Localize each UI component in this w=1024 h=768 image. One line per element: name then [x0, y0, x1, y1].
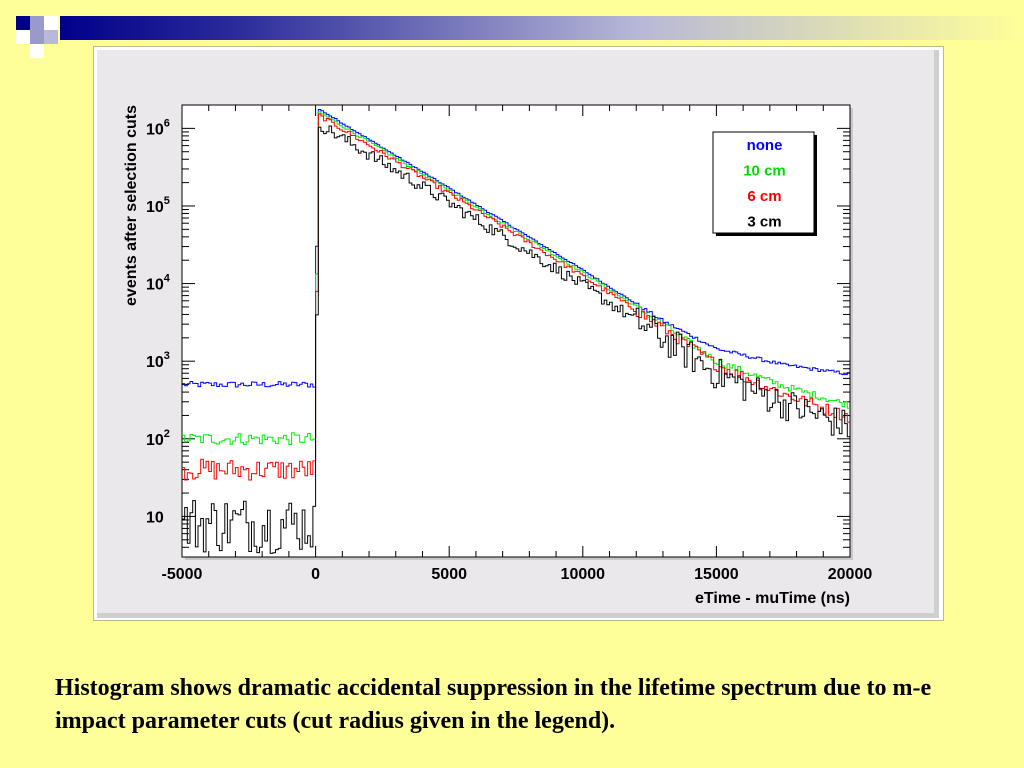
series-line-none: [182, 109, 850, 388]
header-gradient-bar: [60, 16, 1024, 40]
deco-square-light: [30, 16, 44, 30]
series-line-3-cm: [182, 125, 850, 554]
deco-square-light: [30, 44, 44, 58]
series-line-10-cm: [182, 111, 850, 445]
y-tick-exponent: 2: [164, 428, 170, 440]
x-tick-label: 0: [311, 566, 320, 583]
deco-square-light: [16, 30, 30, 44]
y-tick-exponent: 6: [164, 117, 170, 129]
x-tick-label: 5000: [431, 566, 467, 583]
y-tick-label: 103: [146, 350, 170, 371]
legend-box: [712, 131, 815, 234]
y-tick-label: 106: [146, 117, 170, 138]
deco-square-light: [30, 30, 44, 44]
legend-entry: 10 cm: [743, 163, 786, 180]
deco-square-light: [44, 30, 58, 44]
slide-caption: Histogram shows dramatic accidental supp…: [55, 675, 932, 734]
y-tick-exponent: 5: [164, 195, 170, 207]
y-tick-exponent: 4: [164, 273, 171, 285]
x-tick-label: 20000: [828, 566, 873, 583]
y-tick-exponent: 3: [164, 350, 170, 362]
y-tick-label: 102: [146, 428, 170, 449]
deco-square-dark: [16, 16, 30, 30]
y-tick-label: 105: [146, 195, 170, 216]
legend-entry: none: [747, 137, 783, 154]
y-tick-label: 104: [146, 273, 171, 294]
y-tick-label: 10: [146, 509, 164, 526]
x-axis-title: eTime - muTime (ns): [695, 590, 850, 607]
x-tick-label: 10000: [561, 566, 606, 583]
legend-entry: 3 cm: [747, 214, 781, 231]
legend-entry: 6 cm: [747, 188, 781, 205]
x-tick-label: -5000: [162, 566, 203, 583]
deco-square-light: [44, 16, 58, 30]
x-tick-label: 15000: [694, 566, 739, 583]
y-axis-title: events after selection cuts: [123, 105, 140, 306]
